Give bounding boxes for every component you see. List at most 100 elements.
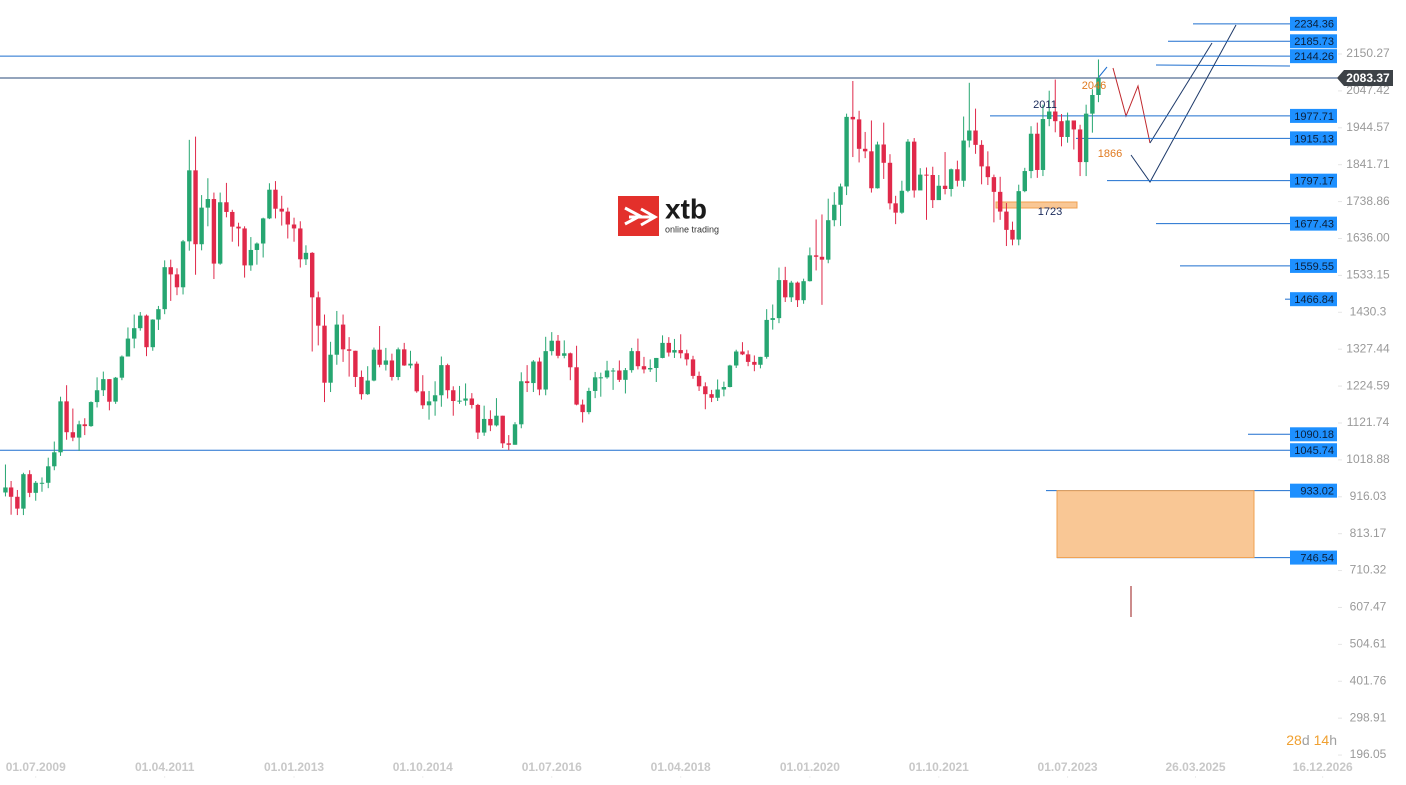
candle-body: [961, 140, 966, 181]
candle-body: [150, 319, 155, 348]
level-label: 1977.71: [1294, 111, 1334, 123]
candle-body: [475, 404, 481, 433]
level-label: 1045.74: [1294, 445, 1334, 457]
candle-body: [205, 199, 211, 208]
candle-body: [70, 432, 76, 438]
last-price-label: 2083.37: [1346, 71, 1390, 85]
candle-body: [279, 208, 284, 212]
candle-body: [52, 452, 57, 467]
x-tick-label: 16.12.2026: [1293, 760, 1353, 774]
candle-body: [328, 354, 333, 383]
level-label-box: [1290, 443, 1337, 458]
candle-body: [132, 328, 137, 339]
y-tick-label: 813.17: [1350, 526, 1387, 540]
level-label-box: [1290, 173, 1337, 188]
candle-body: [113, 377, 118, 402]
candle-body: [604, 370, 610, 378]
candle-body: [512, 424, 518, 445]
candle-body: [395, 349, 401, 377]
x-tick-label: 26.03.2025: [1165, 760, 1225, 774]
candle-body: [211, 199, 217, 264]
x-tick-label: 01.04.2018: [651, 760, 711, 774]
candle-body: [1096, 78, 1101, 95]
candle-body: [3, 487, 8, 493]
x-tick-label: 01.07.2016: [522, 760, 582, 774]
candle-body: [1083, 113, 1089, 163]
candle-body: [875, 144, 880, 189]
candle-body: [537, 361, 542, 390]
candle-body: [832, 204, 837, 221]
candle-body: [1004, 211, 1009, 230]
candle-body: [101, 379, 106, 391]
candle-body: [555, 340, 561, 356]
candle-body: [88, 402, 94, 427]
candle-body: [359, 376, 364, 395]
candle-body: [629, 351, 634, 371]
level-label: 1797.17: [1294, 176, 1334, 188]
level-label-box: [1290, 550, 1337, 565]
countdown-part: h: [1329, 732, 1337, 748]
logo-name: xtb: [665, 193, 707, 224]
level-label-box: [1290, 216, 1337, 231]
countdown-part: 28: [1286, 732, 1302, 748]
candle-body: [187, 170, 192, 242]
candle-body: [660, 342, 665, 358]
level-label-box: [1290, 49, 1337, 64]
level-label: 1677.43: [1294, 219, 1334, 231]
candle-body: [21, 474, 26, 509]
candle-body: [267, 189, 272, 219]
candle-body: [740, 351, 745, 355]
projection-line: [1097, 66, 1108, 79]
annotation: 2046: [1082, 80, 1106, 92]
candle-body: [1010, 229, 1015, 240]
candle-body: [543, 351, 548, 390]
candle-body: [383, 360, 389, 365]
candle-body: [168, 267, 173, 275]
candle-body: [801, 281, 806, 301]
level-label: 1915.13: [1294, 133, 1334, 145]
candle-body: [838, 186, 843, 205]
candle-body: [733, 351, 739, 366]
candle-body: [432, 395, 438, 402]
y-tick-label: 2047.42: [1346, 83, 1390, 97]
x-tick-label: 01.01.2020: [780, 760, 840, 774]
candle-body: [451, 390, 456, 401]
labels: 2150.27 2047.42 1944.57 1841.71 1738.86 1636.…: [6, 16, 1393, 778]
candle-body: [893, 203, 898, 213]
candle-body: [752, 361, 757, 365]
y-tick-label: 1327.44: [1346, 341, 1390, 355]
candle-body: [850, 116, 856, 120]
candle-body: [242, 228, 247, 266]
candle-body: [549, 340, 554, 352]
candle-body: [254, 243, 260, 250]
candle-body: [789, 282, 794, 298]
candle-body: [783, 280, 788, 298]
level-label: 2185.73: [1294, 36, 1334, 48]
candle-body: [469, 398, 475, 405]
candle-body: [690, 359, 696, 376]
candle-body: [199, 207, 204, 245]
candle-body: [721, 387, 727, 390]
candle-body: [592, 377, 598, 391]
projection-line: [1149, 42, 1213, 144]
y-tick-label: 1533.15: [1346, 268, 1390, 282]
candle-body: [1040, 119, 1046, 170]
candle-body: [531, 361, 536, 384]
y-tick-label: 1224.59: [1346, 378, 1390, 392]
candle-body: [648, 367, 653, 370]
annotation: 1866: [1098, 148, 1122, 160]
candle-body: [1077, 129, 1083, 163]
level-label: 2234.36: [1294, 19, 1334, 31]
y-tick-label: 504.61: [1350, 637, 1387, 651]
candle-body: [162, 267, 167, 310]
zone: [995, 201, 1078, 209]
candle-body: [1047, 111, 1052, 120]
candle-body: [316, 297, 321, 326]
candle-body: [414, 363, 419, 392]
candle-body: [764, 319, 769, 357]
candle-body: [33, 482, 38, 493]
candle-body: [918, 174, 923, 191]
candle-body: [955, 169, 960, 181]
levels: [0, 23, 1340, 559]
level-label-box: [1290, 483, 1337, 498]
